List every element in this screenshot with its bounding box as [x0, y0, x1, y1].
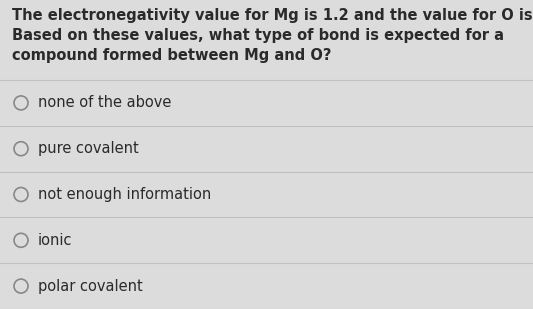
Text: ionic: ionic [38, 233, 72, 248]
Text: not enough information: not enough information [38, 187, 211, 202]
Text: pure covalent: pure covalent [38, 141, 139, 156]
Text: The electronegativity value for Mg is 1.2 and the value for O is 3.5.: The electronegativity value for Mg is 1.… [12, 8, 533, 23]
Text: Based on these values, what type of bond is expected for a: Based on these values, what type of bond… [12, 28, 504, 43]
Text: none of the above: none of the above [38, 95, 172, 110]
Text: compound formed between Mg and O?: compound formed between Mg and O? [12, 48, 332, 63]
Text: polar covalent: polar covalent [38, 279, 143, 294]
